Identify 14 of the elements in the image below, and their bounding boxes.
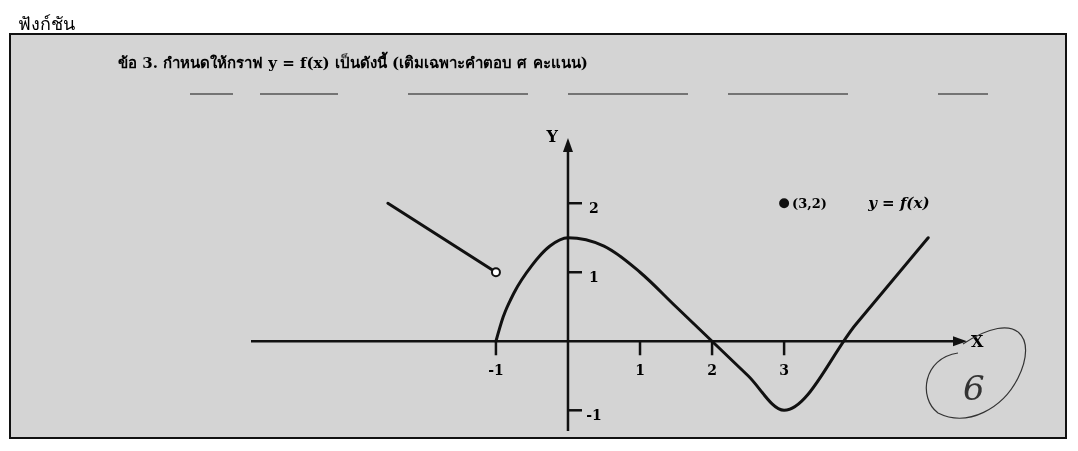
x-tick-label: 1 [635, 362, 645, 379]
chart-title: ข้อ 3. กำหนดให้กราฟ y = f(x) เป็นดังนี้ (เติมเฉพาะคำตอบ ศ คะแนน) [118, 51, 588, 72]
y-tick-label: 2 [589, 200, 599, 217]
text: 6 [963, 368, 985, 408]
text: ฟังก์ชัน [18, 13, 75, 34]
y-tick-label: -1 [586, 407, 602, 424]
y-tick-label: 1 [589, 269, 599, 286]
x-tick-label: -1 [488, 362, 504, 379]
y-axis-title: Y [545, 127, 559, 146]
annotation: (3,2) [792, 196, 828, 212]
x-tick-label: 2 [707, 362, 717, 379]
x-tick-label: 3 [779, 362, 789, 379]
x-axis-title: X [971, 332, 984, 352]
series-label: y = f(x) [867, 193, 930, 212]
